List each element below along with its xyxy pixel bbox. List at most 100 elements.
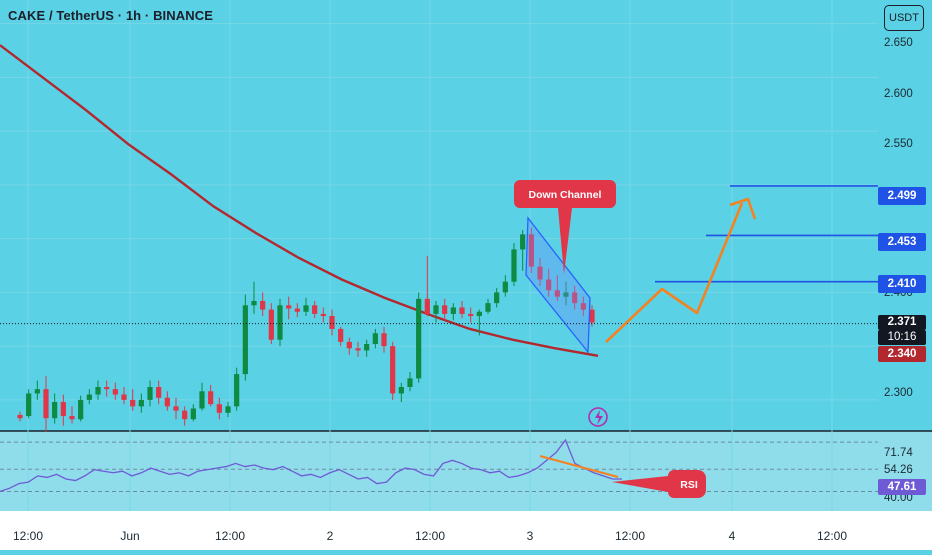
candle-body — [433, 305, 439, 314]
channel-callout — [514, 180, 616, 274]
indicator-icon — [588, 407, 608, 427]
time-tick-4: 12:00 — [414, 529, 446, 543]
rsi-callout — [612, 470, 706, 498]
down-channel — [525, 216, 591, 354]
level-tag-2499: 2.499 — [878, 187, 926, 205]
ma-price-tag: 2.340 — [878, 346, 926, 362]
symbol-title: CAKE / TetherUS · 1h · BINANCE — [8, 8, 213, 23]
candle-body — [390, 346, 396, 394]
candle-body — [572, 292, 578, 304]
price-tick-2600: 2.600 — [884, 88, 913, 100]
candle-body — [346, 341, 352, 349]
candle-body — [208, 391, 214, 405]
candle-body — [147, 387, 153, 400]
candle-body — [286, 305, 292, 309]
candle-body — [537, 266, 543, 280]
candle-body — [416, 298, 422, 379]
candle-body — [476, 311, 482, 317]
candle-body — [329, 316, 335, 329]
price-tick-2550: 2.550 — [884, 138, 913, 150]
candle-body — [164, 397, 170, 407]
candle-body — [112, 389, 118, 395]
candle-body — [511, 249, 517, 282]
candle-body — [251, 301, 257, 306]
candle-body — [589, 309, 595, 323]
rsi-tick-5426: 54.26 — [884, 464, 913, 476]
candle-body — [338, 328, 344, 342]
candle-body — [563, 292, 569, 297]
candle-body — [234, 374, 240, 407]
price-tick-2650: 2.650 — [884, 37, 913, 49]
candle-body — [294, 308, 300, 312]
projection-path — [605, 202, 744, 343]
last-price-tag: 2.371 — [878, 315, 926, 330]
projection-arrowhead — [729, 197, 757, 220]
candle-body — [182, 410, 188, 420]
candle-body — [199, 391, 205, 409]
candle-body — [34, 389, 40, 394]
time-tick-2: 12:00 — [214, 529, 246, 543]
level-tag-2410: 2.410 — [878, 275, 926, 293]
rsi-label: RSI — [680, 479, 698, 491]
candle-body — [520, 234, 526, 250]
rsi-line — [0, 438, 622, 493]
candle-body — [320, 313, 326, 317]
time-axis-bg — [0, 511, 932, 550]
price-tick-2300: 2.300 — [884, 387, 913, 399]
indicator-bolt-icon — [595, 410, 603, 425]
channel-label: Down Channel — [529, 189, 602, 201]
candle-body — [502, 281, 508, 293]
candle-body — [17, 414, 23, 419]
candle-body — [312, 305, 318, 314]
candle-body — [216, 404, 222, 413]
rsi-pane-bg — [0, 431, 932, 511]
candle-body — [225, 406, 231, 413]
candle-body — [268, 309, 274, 340]
time-tick-7: 4 — [728, 529, 736, 543]
candle-body — [554, 290, 560, 297]
candle-body — [398, 387, 404, 394]
time-tick-5: 3 — [526, 529, 534, 543]
candle-body — [494, 292, 500, 304]
candle-body — [459, 307, 465, 314]
rsi-current-tag: 47.61 — [878, 479, 926, 495]
candle-body — [104, 387, 110, 390]
time-tick-1: Jun — [120, 529, 140, 543]
candle-body — [580, 303, 586, 310]
candle-body — [277, 305, 283, 340]
candle-body — [468, 313, 474, 317]
candle-body — [26, 393, 32, 417]
candle-body — [95, 387, 101, 395]
candle-body — [52, 402, 58, 419]
candle-body — [303, 305, 309, 312]
candle-body — [424, 298, 430, 314]
level-tag-2453: 2.453 — [878, 233, 926, 251]
candle-body — [528, 234, 534, 267]
candle-body — [173, 406, 179, 411]
candle-body — [407, 378, 413, 387]
rsi-divergence-line — [539, 455, 619, 478]
candle-body — [86, 394, 92, 400]
time-tick-8: 12:00 — [816, 529, 848, 543]
ma-line — [0, 44, 599, 358]
candle-body — [190, 408, 196, 420]
candle-body — [242, 305, 248, 375]
time-tick-3: 2 — [326, 529, 334, 543]
currency-button[interactable]: USDT — [884, 5, 924, 31]
candle-body — [381, 333, 387, 347]
candle-body — [442, 305, 448, 314]
candle-body — [260, 301, 266, 310]
rsi-tick-7174: 71.74 — [884, 447, 913, 459]
price-pane-bg — [0, 0, 932, 431]
rsi-tick-4000: 40.00 — [884, 492, 913, 504]
candle-body — [130, 399, 136, 407]
candle-body — [450, 307, 456, 314]
candle-body — [372, 333, 378, 344]
candle-body — [138, 399, 144, 407]
candle-body — [69, 416, 75, 420]
candle-body — [43, 389, 49, 419]
candle-body — [546, 279, 552, 291]
candle-body — [355, 348, 361, 351]
